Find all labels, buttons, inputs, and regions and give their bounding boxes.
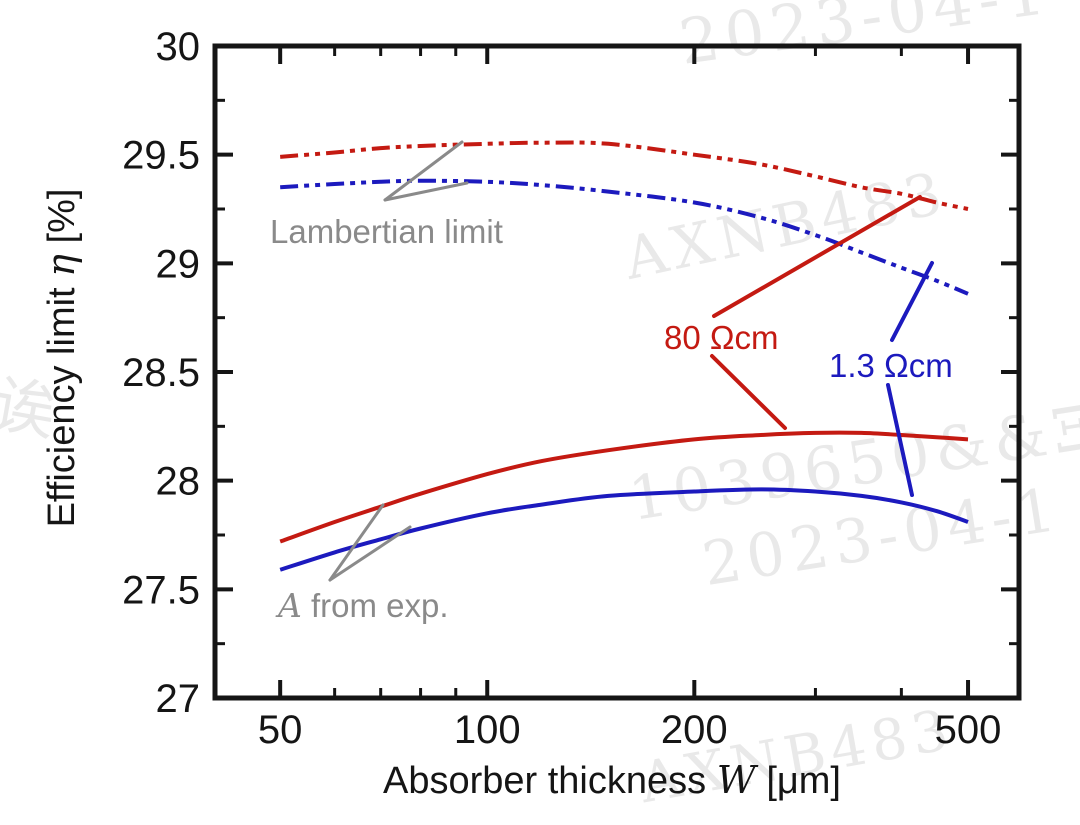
lambertian-limit-label: Lambertian limit: [270, 213, 503, 250]
x-tick-label: 100: [454, 708, 521, 752]
y-tick-label: 29.5: [122, 134, 200, 178]
y-tick-label: 29: [156, 242, 201, 286]
lambertian-limit-pointer-line-1: [383, 181, 469, 202]
y-axis-title-text: Efficiency limit: [41, 277, 83, 528]
lambertian-limit-pointer-line-0: [383, 140, 464, 202]
series-line-0: [280, 140, 969, 211]
y-tick-label: 30: [156, 25, 201, 69]
axes-layer: 50 100 200 500 30 29.5 29 28.5 28 27.5 27: [122, 25, 1022, 752]
a-from-exp-pointer-line-0: [328, 503, 385, 582]
x-tick-label: 200: [661, 708, 728, 752]
resistivity-80-pointer-line-0: [712, 195, 922, 318]
a-from-exp-label-part-0: A: [275, 586, 302, 625]
resistivity-1-3-label: 1.3 Ωcm: [829, 347, 953, 384]
resistivity-1-3-pointer-line-1: [886, 383, 914, 497]
x-axis-title: Absorber thickness W [μm]: [383, 758, 841, 802]
watermark-text: 诶: [0, 367, 68, 451]
series-line-1: [280, 178, 969, 296]
series-line-3: [279, 487, 969, 572]
y-axis-title: Efficiency limit η [%]: [39, 189, 83, 528]
watermark-text: 2023-04-1: [675, 0, 1055, 79]
annotation-layer: Lambertian limit A from exp. 80 Ωcm 1.3 Ωcm: [270, 140, 953, 625]
y-axis-title-unit: [%]: [41, 189, 83, 254]
y-tick-label: 28: [156, 460, 201, 504]
series-line-2: [279, 430, 969, 544]
a-from-exp-label: A from exp.: [275, 586, 449, 625]
x-tick-label: 500: [935, 708, 1002, 752]
resistivity-80-label: 80 Ωcm: [664, 319, 779, 356]
resistivity-80-pointer-line-1: [710, 354, 787, 430]
y-tick-label: 28.5: [122, 351, 200, 395]
x-axis-title-text: Absorber thickness: [383, 760, 717, 802]
curves-layer: [279, 140, 969, 572]
x-axis-title-symbol: W: [717, 758, 759, 802]
x-tick-label: 50: [258, 708, 303, 752]
x-axis-title-unit: [μm]: [756, 760, 841, 802]
a-from-exp-pointer-line-1: [328, 525, 412, 582]
resistivity-1-3-pointer-line-0: [890, 261, 934, 342]
a-from-exp-label-part-1: from exp.: [302, 587, 449, 624]
y-axis-title-symbol: η: [39, 254, 83, 277]
y-tick-label: 27.5: [122, 568, 200, 612]
y-tick-label: 27: [156, 677, 201, 721]
